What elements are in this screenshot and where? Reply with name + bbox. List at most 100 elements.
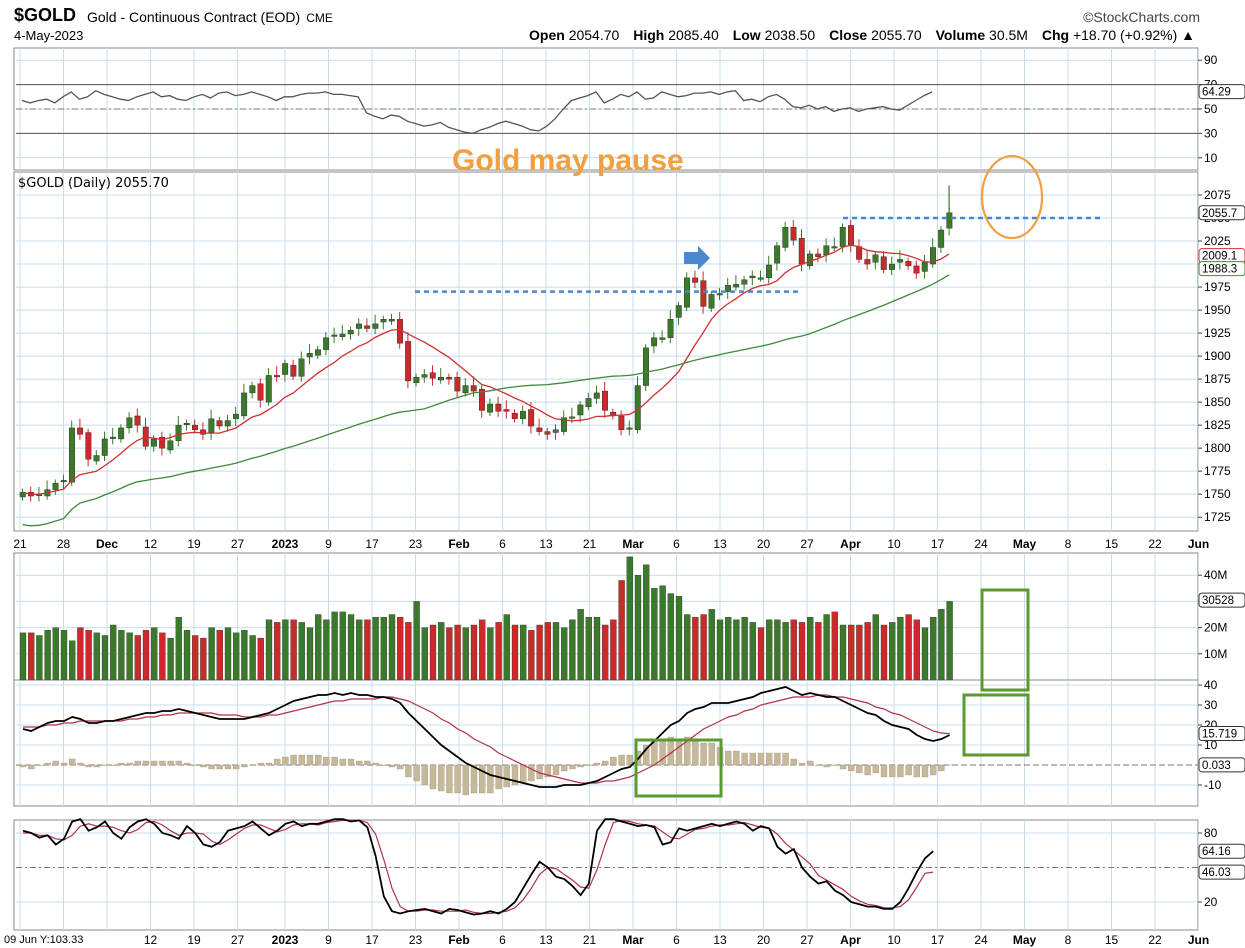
macd-histogram-bar (807, 760, 814, 766)
last-value-label: 0.033 (1202, 760, 1231, 772)
candle-body (446, 377, 453, 380)
open-label: Open (529, 27, 565, 43)
candle-body (101, 438, 108, 456)
last-value-tag (1198, 757, 1245, 773)
volume-bar (741, 616, 748, 681)
candle-body (774, 245, 781, 264)
x-tick-label: 9 (325, 537, 332, 551)
close-value: 2055.70 (871, 27, 922, 43)
volume-bar (28, 632, 35, 681)
macd-histogram-bar (839, 764, 847, 770)
candle-body (479, 389, 485, 411)
volume-bar (192, 635, 199, 681)
macd-recent-highlight-box (962, 693, 1030, 757)
candle-body (626, 427, 633, 430)
volume-bar (331, 611, 338, 681)
volume-bar (413, 601, 420, 681)
macd-histogram-bar (429, 764, 437, 790)
price-y-tick-label: 1900 (1204, 349, 1231, 363)
volume-bar (249, 635, 256, 681)
volume-bar (651, 588, 658, 681)
volume-bar (577, 609, 584, 681)
volume-bar (905, 614, 912, 681)
candle-body (421, 374, 428, 378)
macd-histogram-bar (446, 764, 453, 794)
candle-body (159, 436, 166, 449)
macd-histogram-bar (889, 764, 896, 778)
crosshair-readout: 09 Jun Y:103.33 (2, 934, 86, 946)
candle-body (77, 427, 84, 435)
candle-body (109, 436, 116, 439)
price-y-tick-label: 1825 (1204, 418, 1231, 432)
candle-body (68, 427, 75, 483)
price-y-tick-label: 2025 (1204, 234, 1231, 248)
candle-body (380, 319, 387, 323)
macd-histogram-bar (151, 760, 158, 766)
volume-bar (110, 624, 117, 681)
volume-bar (782, 622, 789, 681)
macd-histogram-bar (757, 752, 765, 766)
candle-body (807, 253, 813, 267)
price-y-tick-label: 1725 (1204, 510, 1231, 524)
candle-body (429, 372, 436, 379)
last-value-tag (1198, 843, 1245, 859)
macd-histogram-bar (880, 764, 888, 778)
macd-histogram-bar (798, 762, 806, 766)
macd-histogram-bar (815, 764, 822, 766)
macd-histogram-bar (241, 764, 248, 768)
slow-ma-line (22, 274, 950, 527)
candle-body (462, 385, 469, 394)
price-y-tick-label: 1975 (1204, 280, 1231, 294)
x-tick-label: 22 (1148, 933, 1162, 947)
description: Gold - Continuous Contract (EOD) CME (87, 9, 333, 25)
x-tick-label: 13 (539, 933, 553, 947)
x-tick-label: 24 (974, 933, 988, 947)
macd-histogram-bar (585, 764, 592, 766)
volume-bar (126, 632, 133, 681)
volume-bar (667, 593, 674, 681)
candle-body (118, 427, 125, 440)
candle-body (848, 225, 854, 245)
candle-body (593, 392, 600, 399)
macd-histogram-bar (60, 762, 68, 766)
volume-bar (241, 630, 248, 681)
candle-body (224, 420, 231, 427)
candle-body (93, 455, 100, 462)
price-y-tick-label: 2075 (1204, 188, 1231, 202)
volume-bar (290, 619, 297, 681)
fast-ma-line (22, 244, 950, 495)
x-tick-label: 21 (583, 933, 597, 947)
symbol: $GOLD (14, 5, 77, 25)
volume-bar (52, 627, 59, 681)
macd-histogram-bar (487, 764, 494, 794)
volume-bar (684, 614, 691, 681)
macd-y-tick-label: -10 (1204, 778, 1222, 792)
x-tick-label: 6 (673, 537, 680, 551)
macd-histogram-bar (749, 752, 756, 766)
macd-histogram-bar (864, 764, 871, 776)
x-tick-label: Feb (448, 537, 469, 551)
candle-body (872, 254, 879, 263)
x-tick-label: Feb (448, 933, 469, 947)
candle-body (323, 337, 330, 350)
candle-body (150, 438, 157, 447)
candle-body (528, 409, 535, 427)
volume-bar (224, 627, 232, 681)
candle-body (897, 259, 904, 263)
macd-histogram-bar (774, 752, 781, 766)
x-tick-label: 12 (144, 933, 158, 947)
candle-body (815, 253, 822, 257)
exchange: CME (306, 11, 333, 25)
volume-bar (733, 619, 740, 681)
candle-body (725, 285, 731, 292)
candle-body (905, 261, 912, 267)
candle-body (134, 415, 141, 426)
macd-histogram-bar (905, 764, 912, 776)
candle-body (216, 420, 223, 427)
last-value-label: 15.719 (1202, 729, 1237, 741)
macd-histogram-bar (421, 764, 428, 786)
x-tick-label: Dec (96, 537, 118, 551)
x-tick-label: 9 (325, 933, 332, 947)
macd-histogram-bar (397, 764, 404, 770)
